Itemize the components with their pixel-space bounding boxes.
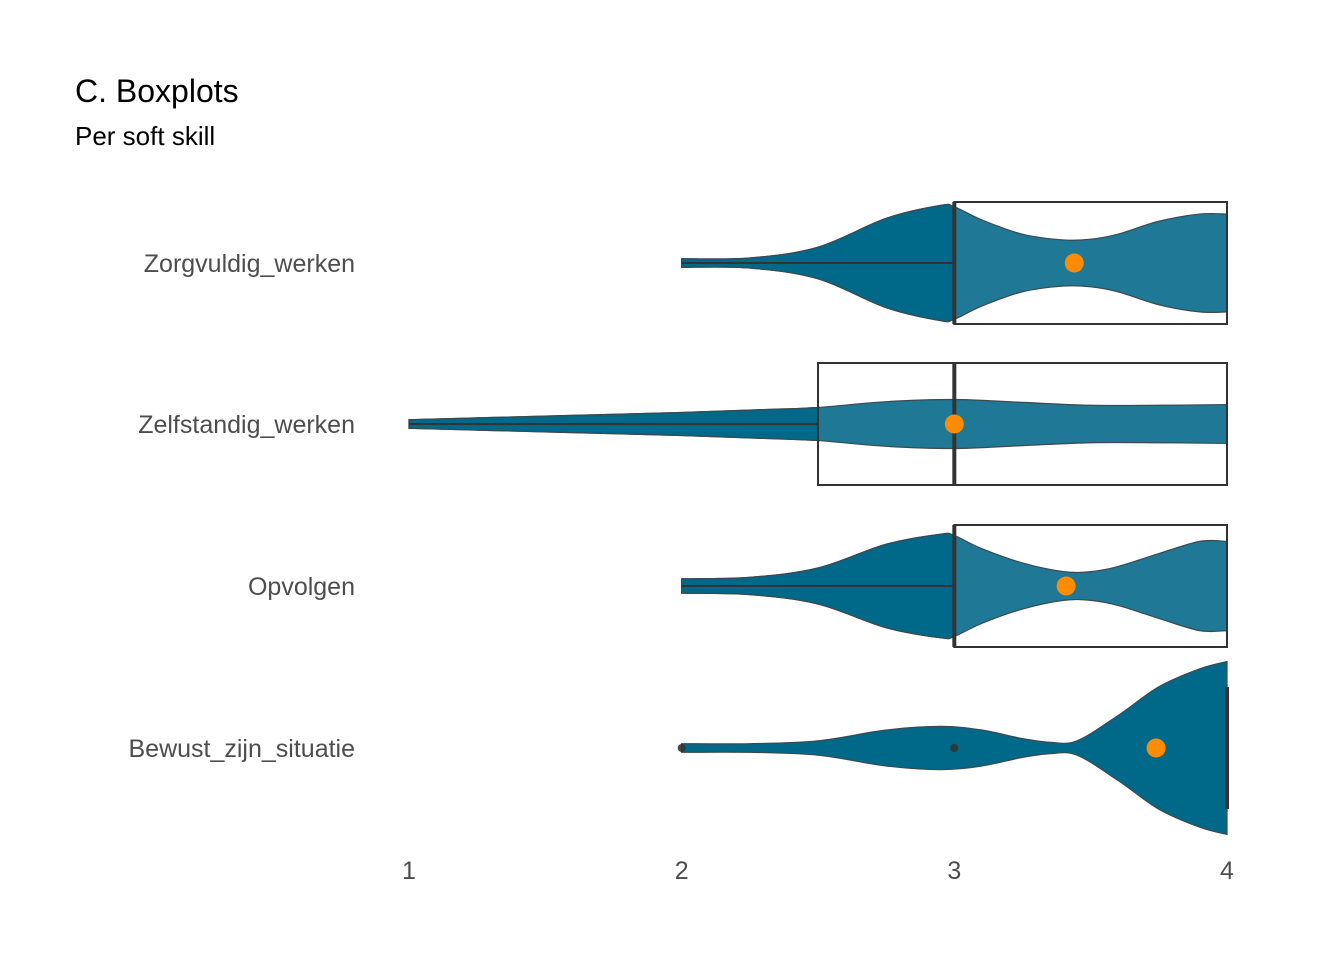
x-tick-label: 3 (947, 857, 961, 885)
x-tick-label: 4 (1220, 857, 1234, 885)
violin-group (408, 362, 1228, 486)
mean-point (944, 414, 964, 434)
x-tick-label: 2 (675, 857, 689, 885)
violin-group (677, 660, 1229, 836)
plot-area (408, 201, 1229, 836)
x-axis-tick-labels: 1 2 3 4 (402, 857, 1234, 885)
mean-point (1064, 253, 1084, 273)
category-label: Zelfstandig_werken (138, 411, 355, 439)
category-label: Zorgvuldig_werken (144, 250, 355, 278)
category-axis-labels: Zorgvuldig_werken Zelfstandig_werken Opvol… (128, 250, 355, 763)
violin-group (681, 524, 1228, 648)
outlier-point (677, 744, 686, 752)
mean-point (1056, 576, 1076, 596)
x-tick-label: 1 (402, 857, 416, 885)
mean-point (1146, 738, 1166, 758)
chart-subtitle: Per soft skill (75, 121, 215, 151)
outlier-point (950, 744, 959, 752)
chart-title: C. Boxplots (75, 73, 239, 109)
category-label: Bewust_zijn_situatie (128, 735, 355, 763)
category-label: Opvolgen (248, 573, 355, 601)
box (817, 362, 1228, 486)
violin-group (681, 201, 1228, 325)
